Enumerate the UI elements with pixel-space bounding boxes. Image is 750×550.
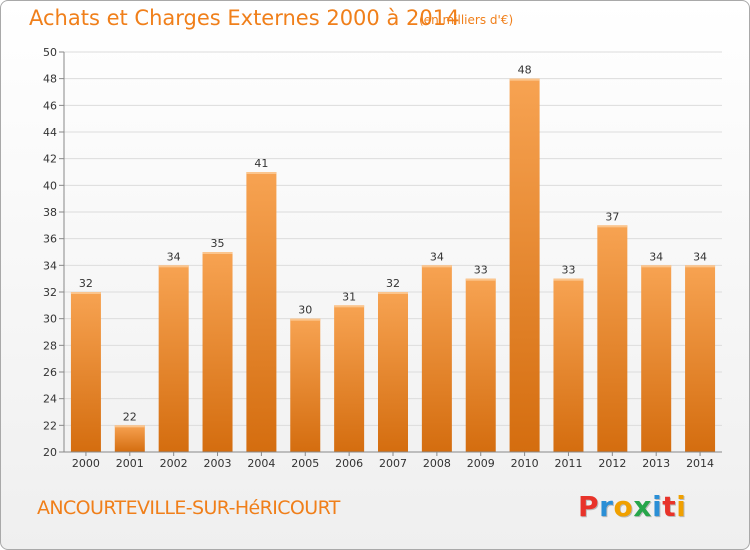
- chart-title: Achats et Charges Externes 2000 à 2014: [29, 6, 460, 30]
- bar: [465, 278, 496, 452]
- logo-letter: x: [633, 490, 653, 523]
- data-label: 48: [518, 64, 532, 77]
- proxiti-logo: Proxiti: [578, 490, 686, 523]
- y-tick-label: 28: [43, 339, 57, 352]
- data-label: 22: [123, 410, 137, 423]
- bar-highlight: [70, 292, 101, 294]
- y-tick-label: 42: [43, 153, 57, 166]
- bar-highlight: [597, 225, 628, 228]
- x-tick-label: 2009: [467, 457, 495, 470]
- x-tick-label: 2001: [116, 457, 144, 470]
- y-tick-label: 46: [43, 99, 57, 112]
- data-label: 30: [298, 304, 312, 317]
- data-label: 41: [254, 157, 268, 170]
- axis-layer: 20 22 24 26 28 30 32 34 36 38 40 42 44 46 48 50 32 2000 22…: [43, 46, 722, 470]
- bar: [202, 252, 233, 452]
- bars-layer: [70, 78, 716, 453]
- data-label: 31: [342, 290, 356, 303]
- y-tick-label: 48: [43, 73, 57, 86]
- bar-highlight: [685, 265, 716, 268]
- bar-highlight: [202, 252, 233, 254]
- y-tick-label: 38: [43, 206, 57, 219]
- logo-letter: r: [599, 490, 614, 523]
- bar-highlight: [290, 318, 321, 321]
- bar: [70, 292, 101, 452]
- data-label: 34: [430, 250, 444, 263]
- y-tick-label: 32: [43, 286, 57, 299]
- data-label: 37: [605, 210, 619, 223]
- x-tick-label: 2014: [686, 457, 714, 470]
- bar-highlight: [421, 265, 452, 268]
- x-tick-label: 2006: [335, 457, 363, 470]
- x-tick-label: 2005: [291, 457, 319, 470]
- x-tick-label: 2011: [554, 457, 582, 470]
- bar-highlight: [114, 425, 145, 428]
- data-label: 35: [211, 237, 225, 250]
- x-tick-label: 2007: [379, 457, 407, 470]
- bar: [246, 172, 277, 452]
- bar-highlight: [378, 292, 408, 294]
- bar: [685, 265, 716, 452]
- logo-letter: i: [652, 490, 663, 523]
- data-label: 32: [386, 277, 400, 290]
- bar: [553, 278, 584, 452]
- bar-highlight: [158, 265, 189, 268]
- x-tick-label: 2013: [642, 457, 670, 470]
- y-tick-label: 36: [43, 233, 57, 246]
- x-tick-label: 2004: [247, 457, 275, 470]
- logo-letter: t: [662, 490, 677, 523]
- x-tick-label: 2012: [598, 457, 626, 470]
- y-tick-label: 24: [43, 393, 57, 406]
- y-tick-label: 22: [43, 419, 57, 432]
- bar: [158, 265, 189, 452]
- chart-subtitle: (en milliers d'€): [419, 13, 514, 27]
- data-label: 34: [649, 250, 663, 263]
- bar: [290, 318, 321, 452]
- logo-letter: o: [613, 490, 634, 523]
- y-tick-label: 40: [43, 179, 57, 192]
- bar-highlight: [334, 305, 365, 308]
- data-label: 33: [561, 264, 575, 277]
- y-tick-label: 30: [43, 313, 57, 326]
- bar: [378, 292, 408, 452]
- y-tick-label: 50: [43, 46, 57, 59]
- x-tick-label: 2008: [423, 457, 451, 470]
- bar-highlight: [641, 265, 672, 268]
- logo-letter: P: [578, 490, 600, 523]
- data-label: 34: [693, 250, 707, 263]
- x-tick-label: 2000: [72, 457, 100, 470]
- bar: [509, 78, 540, 453]
- bar: [597, 225, 628, 452]
- bar: [641, 265, 672, 452]
- bar: [114, 425, 145, 452]
- bar: [334, 305, 365, 452]
- y-tick-label: 26: [43, 366, 57, 379]
- x-tick-label: 2002: [160, 457, 188, 470]
- data-label: 34: [167, 250, 181, 263]
- bar-highlight: [246, 172, 277, 174]
- commune-name: ANCOURTEVILLE-SUR-HéRICOURT: [37, 497, 340, 519]
- y-tick-label: 44: [43, 126, 57, 139]
- data-label: 32: [79, 277, 93, 290]
- bar-highlight: [509, 78, 540, 81]
- logo-letter: i: [676, 490, 687, 523]
- bar: [421, 265, 452, 452]
- y-tick-label: 20: [43, 446, 57, 459]
- bar-highlight: [553, 278, 584, 281]
- bar-highlight: [465, 278, 496, 281]
- data-label: 33: [474, 264, 488, 277]
- y-tick-label: 34: [43, 259, 57, 272]
- x-tick-label: 2010: [511, 457, 539, 470]
- x-tick-label: 2003: [204, 457, 232, 470]
